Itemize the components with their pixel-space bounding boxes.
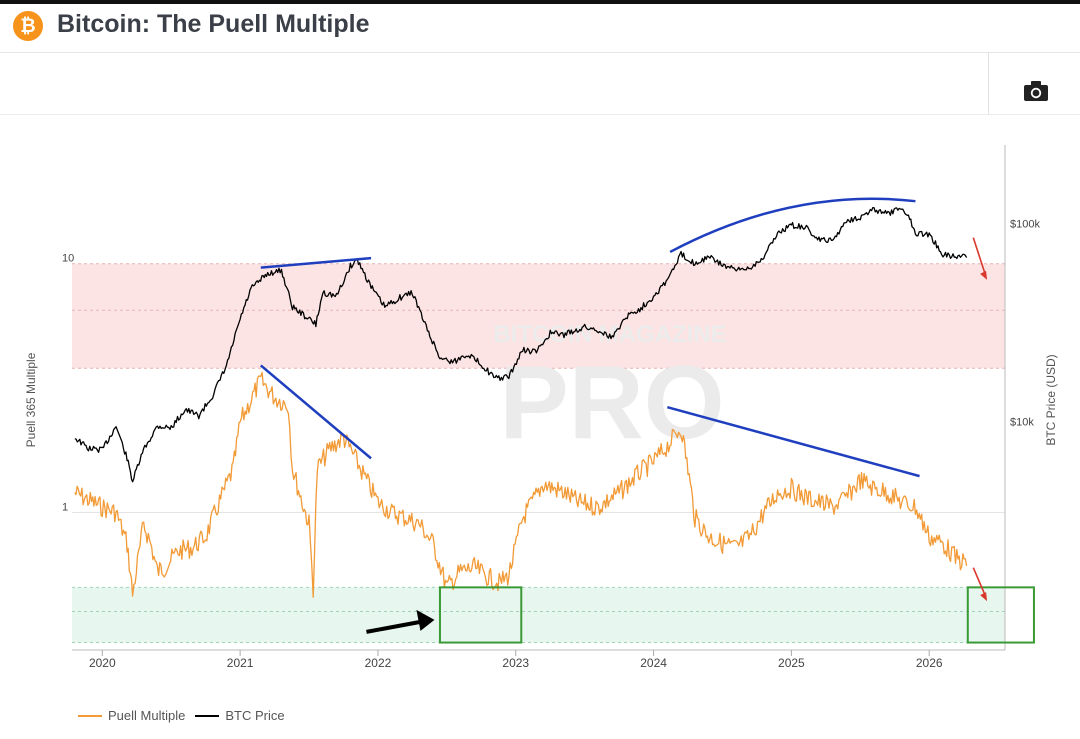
left-tick-label-10: 10 <box>62 253 74 265</box>
x-tick-label-2024: 2024 <box>640 656 667 670</box>
camera-icon[interactable] <box>1022 79 1050 103</box>
down-arrow-head-7 <box>980 270 988 280</box>
x-tick-label-2023: 2023 <box>502 656 529 670</box>
left-tick-label-1: 1 <box>62 501 68 513</box>
top-border <box>0 0 1080 4</box>
page-title: Bitcoin: The Puell Multiple <box>57 10 370 38</box>
toolbar-divider <box>988 53 989 114</box>
x-tick-label-2020: 2020 <box>89 656 116 670</box>
down-arrow-head-8 <box>980 592 988 602</box>
right-axis-label: BTC Price (USD) <box>1044 354 1058 445</box>
chart-toolbar <box>0 53 1080 115</box>
watermark-pro: PRO <box>499 345 724 461</box>
red-zone-band <box>72 263 1005 369</box>
left-axis-label: Puell 365 Multiple <box>24 352 38 447</box>
chart-legend: Puell Multiple BTC Price <box>78 708 295 723</box>
chart-header: ₿ Bitcoin: The Puell Multiple <box>0 4 1080 53</box>
highlight-box-5 <box>966 586 1035 644</box>
x-tick-label-2022: 2022 <box>365 656 392 670</box>
down-arrow-line-8 <box>972 567 986 596</box>
pointer-arrow-shaft <box>366 619 421 634</box>
x-tick-label-2025: 2025 <box>778 656 805 670</box>
trend-line-2 <box>259 364 372 460</box>
trend-line-0 <box>260 256 372 269</box>
green-zone-band <box>72 587 1005 643</box>
x-tick-label-2026: 2026 <box>916 656 943 670</box>
right-tick-label-0: $100k <box>1010 219 1040 231</box>
legend-swatch-puell <box>78 714 102 717</box>
trend-line-1 <box>669 197 916 254</box>
puell-multiple-series <box>74 371 968 598</box>
legend-label-puell: Puell Multiple <box>108 708 186 723</box>
x-tick-label-2021: 2021 <box>227 656 254 670</box>
pointer-arrow-head <box>416 609 435 631</box>
legend-swatch-btc-price <box>195 714 220 717</box>
legend-item-btc-price[interactable]: BTC Price <box>195 708 285 723</box>
legend-item-puell[interactable]: Puell Multiple <box>78 708 185 723</box>
trend-line-3 <box>667 405 920 478</box>
right-tick-label-1: $10k <box>1010 417 1034 429</box>
highlight-box-4 <box>438 586 523 644</box>
btc-price-series <box>74 206 968 483</box>
bitcoin-logo-icon: ₿ <box>13 11 43 41</box>
down-arrow-line-7 <box>972 237 986 275</box>
legend-label-btc-price: BTC Price <box>225 708 285 723</box>
